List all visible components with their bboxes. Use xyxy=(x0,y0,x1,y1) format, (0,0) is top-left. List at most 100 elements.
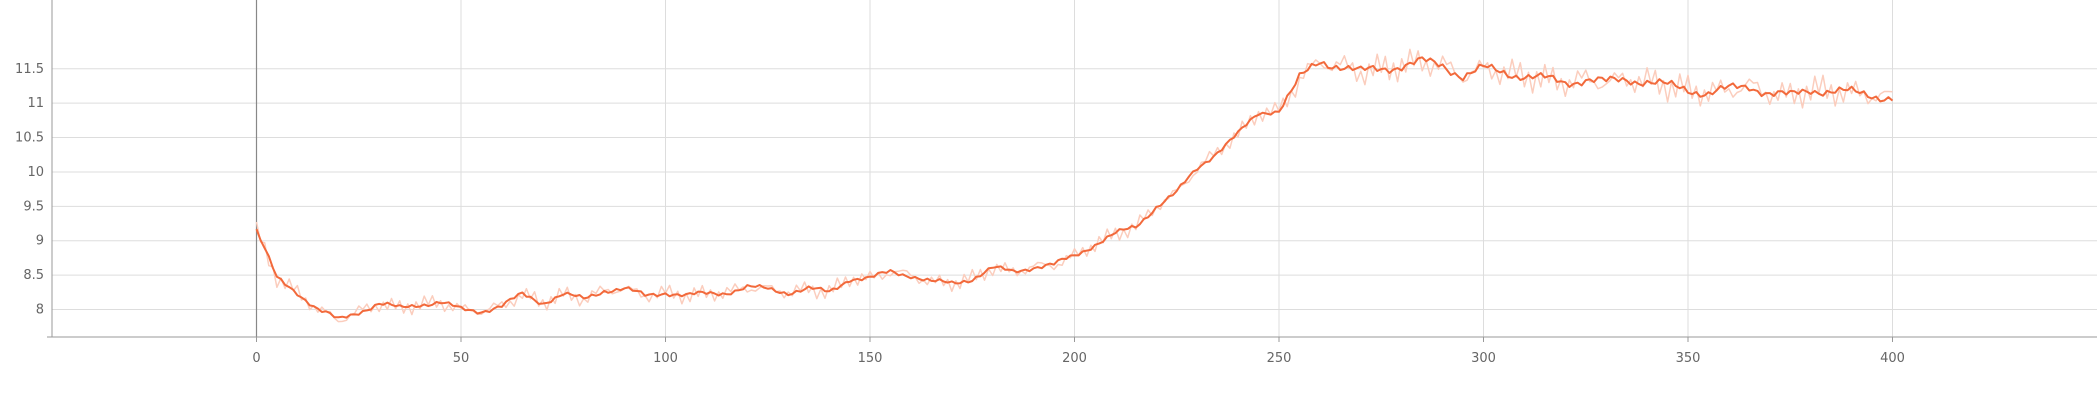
data-point xyxy=(1666,85,1668,87)
y-tick-label: 10.5 xyxy=(15,131,44,146)
y-tick-label: 8.5 xyxy=(23,268,44,283)
data-point xyxy=(910,274,912,276)
x-tick-label: 0 xyxy=(252,351,260,366)
data-point xyxy=(1421,61,1423,63)
data-point xyxy=(1482,68,1484,70)
data-point xyxy=(583,298,585,300)
y-tick-label: 8 xyxy=(36,302,44,317)
data-point xyxy=(971,277,973,279)
data-point xyxy=(1544,78,1546,80)
x-tick-label: 300 xyxy=(1471,351,1496,366)
data-point xyxy=(603,289,605,291)
data-point xyxy=(317,308,319,310)
data-point xyxy=(1114,233,1116,235)
data-point xyxy=(1196,167,1198,169)
x-tick-label: 50 xyxy=(453,351,470,366)
data-point xyxy=(1605,81,1607,83)
data-point xyxy=(1585,78,1587,80)
data-point xyxy=(1789,95,1791,97)
data-point xyxy=(1523,74,1525,76)
data-point xyxy=(1891,96,1893,98)
tick-labels: 8 8.5 9 9.5 10 10.5 11 11.5 0 50 100 150 200 250 300 35… xyxy=(15,62,1905,366)
data-point xyxy=(705,292,707,294)
data-point xyxy=(358,310,360,312)
data-point xyxy=(296,291,298,293)
data-point xyxy=(378,303,380,305)
data-point xyxy=(419,303,421,305)
data-point xyxy=(1155,205,1157,207)
data-point xyxy=(1850,92,1852,94)
data-point xyxy=(951,282,953,284)
data-point xyxy=(869,277,871,279)
data-point xyxy=(1298,78,1300,80)
x-tick-label: 200 xyxy=(1062,351,1087,366)
data-point xyxy=(1810,88,1812,90)
data-point xyxy=(1135,226,1137,228)
x-tick-label: 250 xyxy=(1267,351,1292,366)
data-point xyxy=(276,277,278,279)
data-point xyxy=(992,267,994,269)
data-point xyxy=(562,293,564,295)
raw-series-layer xyxy=(255,48,1893,323)
data-point xyxy=(726,291,728,293)
data-point xyxy=(1871,94,1873,96)
data-point xyxy=(542,301,544,303)
data-point xyxy=(501,305,503,307)
y-tick-label: 11 xyxy=(27,96,44,111)
data-point xyxy=(480,310,482,312)
y-tick-label: 11.5 xyxy=(15,62,44,77)
data-point xyxy=(1728,88,1730,90)
x-tick-label: 100 xyxy=(653,351,678,366)
smoothed-series-layer xyxy=(255,56,1894,321)
data-point xyxy=(828,291,830,293)
data-point xyxy=(767,288,769,290)
data-point xyxy=(1278,109,1280,111)
data-point xyxy=(1073,255,1075,257)
data-point xyxy=(460,308,462,310)
data-point xyxy=(1707,92,1709,94)
x-tick-label: 400 xyxy=(1880,351,1905,366)
x-tick-label: 350 xyxy=(1676,351,1701,366)
data-point xyxy=(1441,64,1443,66)
data-point xyxy=(623,288,625,290)
data-point xyxy=(1339,64,1341,66)
data-point xyxy=(398,307,400,309)
data-point xyxy=(1646,80,1648,82)
data-point xyxy=(930,281,932,283)
data-point xyxy=(1012,270,1014,272)
data-point xyxy=(889,270,891,272)
smoothed-series-line xyxy=(255,56,1894,319)
data-point xyxy=(848,277,850,279)
y-tick-label: 10 xyxy=(27,165,44,180)
data-point xyxy=(807,288,809,290)
y-tick-label: 9 xyxy=(36,234,44,249)
data-point xyxy=(1830,90,1832,92)
data-point xyxy=(1769,92,1771,94)
data-point xyxy=(521,293,523,295)
data-point xyxy=(337,319,339,321)
data-point xyxy=(1360,71,1362,73)
data-point xyxy=(787,291,789,293)
data-point xyxy=(1462,74,1464,76)
data-point xyxy=(1401,64,1403,66)
data-point xyxy=(1032,266,1034,268)
data-point xyxy=(1094,243,1096,245)
y-tick-label: 9.5 xyxy=(23,199,44,214)
data-point xyxy=(1564,81,1566,83)
gridlines xyxy=(52,0,2097,337)
data-point xyxy=(255,229,257,231)
data-point xyxy=(1053,264,1055,266)
data-point xyxy=(664,291,666,293)
data-point xyxy=(1748,85,1750,87)
raw-series-line xyxy=(255,48,1893,323)
data-point xyxy=(1176,191,1178,193)
data-point xyxy=(644,295,646,297)
data-point xyxy=(1687,88,1689,90)
data-point xyxy=(746,286,748,288)
data-point xyxy=(685,295,687,297)
data-point xyxy=(439,301,441,303)
data-point xyxy=(1319,61,1321,63)
data-point xyxy=(1503,71,1505,73)
data-point xyxy=(1625,78,1627,80)
